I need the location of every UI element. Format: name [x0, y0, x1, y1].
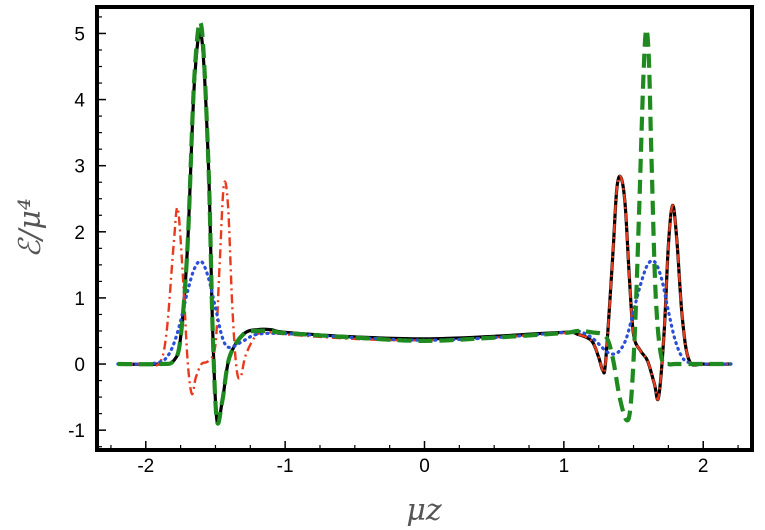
y-axis-label: ℰ/μ⁴ [13, 198, 48, 258]
x-axis: -2 -1 0 1 2 [110, 441, 739, 477]
y-tick-label: 2 [74, 223, 85, 244]
series-line-dashed [117, 20, 732, 426]
y-tick-label: 5 [74, 24, 85, 45]
y-axis: -1 0 1 2 3 4 5 [68, 16, 106, 448]
y-tick-label: 3 [74, 157, 85, 178]
x-tick-label: -2 [137, 456, 154, 477]
y-tick-label: 0 [74, 355, 85, 376]
series-layer [116, 20, 733, 426]
y-tick-label: 1 [74, 289, 85, 310]
series-line-dashdot [117, 175, 732, 401]
x-axis-label: μz [406, 493, 441, 528]
x-tick-label: 2 [698, 456, 709, 477]
y-tick-label: 4 [74, 91, 85, 112]
x-tick-label: 1 [559, 456, 570, 477]
y-tick-label: -1 [68, 421, 85, 442]
x-tick-label: -1 [277, 456, 294, 477]
x-tick-label: 0 [419, 456, 430, 477]
